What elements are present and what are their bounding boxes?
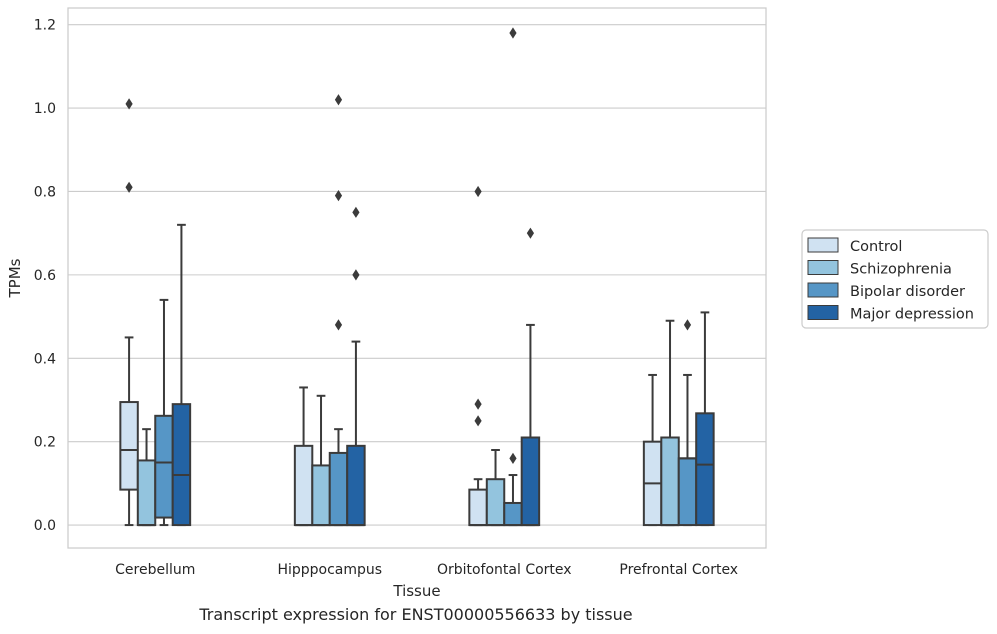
- box-rect: [677, 457, 698, 527]
- legend-label: Schizophrenia: [850, 262, 952, 278]
- box-rect: [660, 436, 680, 527]
- outlier-point: [683, 319, 692, 331]
- x-tick-label: Orbitofontal Cortex: [437, 562, 572, 578]
- box-major-depression: [520, 227, 541, 527]
- box-major-depression: [171, 223, 192, 527]
- y-tick-label: 0.0: [34, 518, 56, 534]
- legend-label: Control: [850, 239, 902, 255]
- box-rect: [154, 414, 174, 519]
- box-rect: [171, 403, 192, 527]
- legend-swatch: [807, 260, 839, 275]
- box-rect: [520, 436, 541, 527]
- box-rect: [328, 451, 349, 527]
- y-tick-label: 1.2: [34, 18, 56, 34]
- y-tick-label: 0.4: [34, 351, 56, 367]
- box-schizophrenia: [136, 428, 157, 527]
- outlier-point: [509, 27, 517, 39]
- outlier-point: [474, 415, 482, 427]
- box-rect: [136, 459, 157, 527]
- legend-frame: [801, 229, 989, 329]
- y-axis-label: TPMs: [6, 258, 24, 298]
- box-rect: [293, 444, 314, 527]
- box-control: [642, 373, 663, 527]
- outlier-point: [352, 206, 360, 218]
- box-rect: [695, 412, 715, 527]
- box-schizophrenia: [660, 319, 680, 527]
- outlier-point: [334, 94, 343, 106]
- box-rect: [119, 401, 139, 491]
- outlier-point: [334, 190, 343, 202]
- box-bipolar-disorder: [328, 94, 349, 527]
- box-control: [293, 386, 314, 527]
- box-schizophrenia: [485, 449, 506, 527]
- legend-swatch: [807, 237, 839, 253]
- box-control: [119, 98, 139, 527]
- outlier-point: [526, 227, 535, 239]
- outlier-point: [474, 398, 482, 410]
- box-control: [468, 185, 488, 527]
- y-tick-label: 1.0: [34, 101, 56, 117]
- plot-area-frame: [67, 7, 767, 549]
- box-rect: [485, 478, 506, 527]
- box-rect: [311, 464, 331, 527]
- outlier-point: [334, 319, 343, 331]
- figure-caption: Transcript expression for ENST0000055663…: [199, 605, 633, 624]
- box-rect: [503, 501, 523, 527]
- y-tick-label: 0.2: [34, 435, 56, 451]
- legend-label: Bipolar disorder: [850, 284, 965, 300]
- boxes: [119, 27, 715, 527]
- x-tick-label: Hipppocampus: [277, 562, 382, 578]
- box-bipolar-disorder: [154, 298, 174, 527]
- legend-swatch: [807, 282, 839, 298]
- box-bipolar-disorder: [677, 319, 698, 527]
- outlier-point: [509, 452, 517, 464]
- box-major-depression: [346, 206, 366, 527]
- y-tick-label: 0.8: [34, 184, 56, 200]
- x-tick-label: Prefrontal Cortex: [619, 562, 738, 578]
- y-axis-ticks: 0.0 0.2 0.4 0.6 0.8 1.0 1.2: [34, 18, 56, 534]
- x-tick-label: Cerebellum: [115, 562, 195, 578]
- box-major-depression: [695, 311, 715, 527]
- legend-swatch: [807, 305, 839, 320]
- box-rect: [346, 444, 366, 527]
- outlier-point: [474, 185, 482, 198]
- box-bipolar-disorder: [503, 27, 523, 527]
- y-tick-label: 0.6: [34, 268, 56, 284]
- box-rect: [468, 488, 488, 527]
- outlier-point: [125, 181, 133, 193]
- outlier-point: [352, 269, 360, 281]
- x-axis-label: Tissue: [392, 582, 440, 600]
- x-axis-ticks: Cerebellum Hipppocampus Orbitofontal Corte…: [115, 562, 738, 578]
- outlier-point: [125, 98, 133, 110]
- legend: Control Schizophrenia Bipolar disorder Majo…: [801, 229, 989, 329]
- box-schizophrenia: [311, 394, 331, 527]
- legend-label: Major depression: [850, 307, 974, 323]
